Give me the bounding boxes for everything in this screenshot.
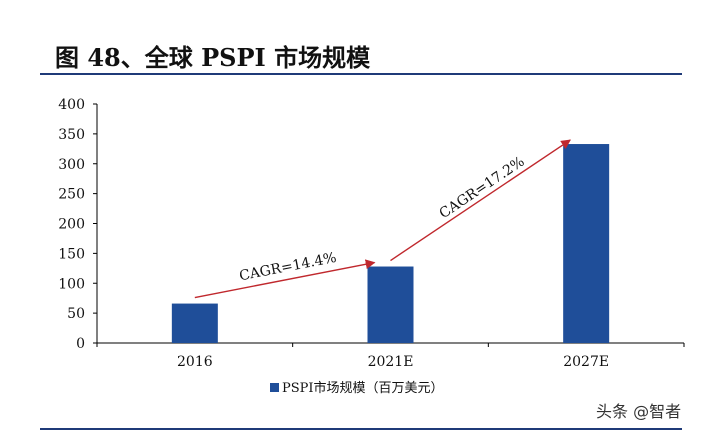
legend-label: PSPI市场规模（百万美元） [282, 380, 444, 396]
watermark: 头条 @智者 [596, 402, 682, 421]
cagr-arrow [390, 139, 571, 262]
footer-divider [40, 428, 682, 430]
page-title: 图 48、全球 PSPI 市场规模 [55, 43, 371, 72]
bar [563, 144, 610, 343]
x-tick-label: 2021E [368, 354, 414, 370]
cagr-label: CAGR=17.2% [437, 154, 528, 222]
y-tick-label: 350 [58, 127, 85, 143]
y-tick-label: 200 [58, 217, 85, 233]
y-tick-label: 100 [58, 276, 85, 292]
y-tick-label: 400 [58, 97, 85, 113]
x-tick-label: 2016 [177, 354, 213, 370]
y-tick-label: 0 [76, 336, 85, 352]
bar [171, 303, 218, 343]
x-tick-label: 2027E [563, 354, 609, 370]
y-tick-label: 250 [58, 187, 85, 203]
title-divider [40, 73, 682, 75]
y-tick-label: 300 [58, 157, 85, 173]
legend-swatch [270, 383, 279, 392]
bar [367, 266, 414, 343]
y-tick-label: 150 [58, 246, 85, 262]
cagr-arrow [194, 259, 376, 299]
y-tick-label: 50 [67, 306, 85, 322]
